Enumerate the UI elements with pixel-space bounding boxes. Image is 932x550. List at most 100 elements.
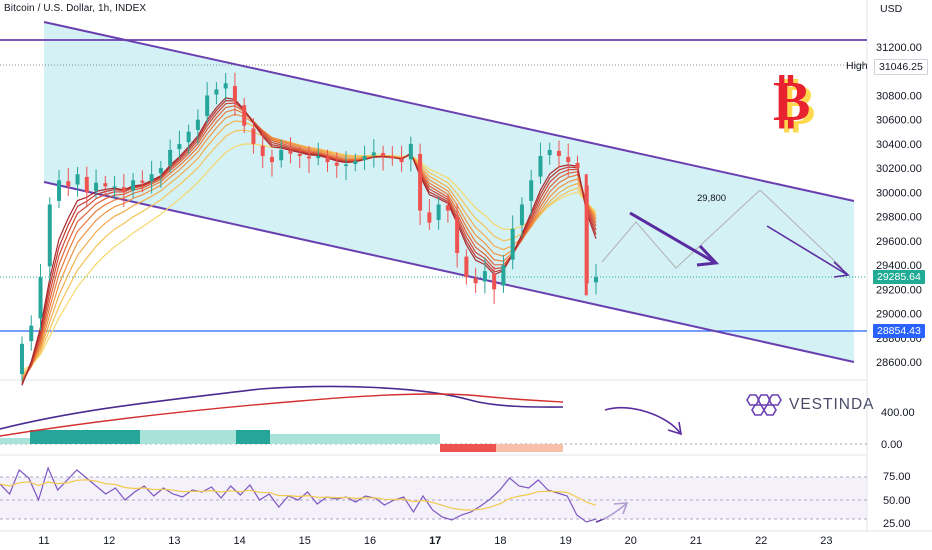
time-tick-label: 13 <box>168 535 180 547</box>
time-tick-label: 11 <box>38 535 49 547</box>
time-tick-label: 15 <box>299 535 311 547</box>
currency-label: USD <box>880 3 903 15</box>
candle-body <box>381 152 386 157</box>
candle-body <box>464 256 469 278</box>
candle-body <box>529 180 534 201</box>
candle-body <box>575 163 580 169</box>
time-tick-label: 14 <box>233 535 245 547</box>
indicator-axis: 400.00 0.00 <box>881 407 915 451</box>
time-tick-label: 17 <box>429 535 441 547</box>
svg-text:₿: ₿ <box>778 73 815 138</box>
candle-body <box>260 145 265 157</box>
candle-body-drop <box>584 174 588 296</box>
candle-body <box>492 273 497 290</box>
candle-body <box>158 168 163 174</box>
candle-body <box>473 278 478 284</box>
candle-body <box>121 187 126 193</box>
price-tick-label: 29000.00 <box>876 309 922 321</box>
candle-body <box>131 180 136 191</box>
high-price-tag: 31046.25 <box>874 59 928 75</box>
arrow-down-1 <box>629 211 720 267</box>
candle-body <box>334 162 339 166</box>
candle-body <box>232 86 237 102</box>
price-tick-label: 31200.00 <box>876 42 922 54</box>
indicator-tick-label: 0.00 <box>881 439 902 451</box>
candle-body <box>103 183 108 187</box>
current-price-tag: 29285.64 <box>873 270 925 284</box>
candle-body <box>418 153 423 211</box>
rsi-line <box>0 466 597 523</box>
price-tick-label: 29800.00 <box>876 212 922 224</box>
macd-histogram-bar <box>496 444 563 452</box>
price-tick-label: 29400.00 <box>876 260 922 272</box>
candle-body <box>510 228 515 260</box>
candle-body <box>84 176 89 193</box>
bitcoin-logo-icon: ₿ ₿ <box>773 69 815 138</box>
macd-histogram-bar <box>140 430 236 444</box>
projection-path <box>601 189 843 269</box>
candle-body <box>47 204 52 267</box>
vestinda-label: VESTINDA <box>789 396 875 413</box>
rsi-axis: 75.00 50.00 25.00 <box>883 471 911 530</box>
time-tick-label: 16 <box>364 535 376 547</box>
arrow-down-2 <box>766 225 850 278</box>
candle-body <box>297 153 302 157</box>
macd-histogram-bar <box>270 434 440 444</box>
candle-body <box>38 277 43 319</box>
time-tick-label: 21 <box>690 535 702 547</box>
price-tick-label: 30200.00 <box>876 163 922 175</box>
candle-body <box>399 159 404 163</box>
candle-body <box>519 204 524 226</box>
candle-body <box>75 174 80 185</box>
candle-body <box>140 180 145 183</box>
candle-body <box>353 160 358 164</box>
channel-upper-line[interactable] <box>43 21 855 202</box>
candle-body <box>149 174 154 182</box>
rsi-ma-line <box>0 479 597 511</box>
candle-body <box>445 205 450 211</box>
svg-text:₿: ₿ <box>773 69 810 134</box>
arrow-macd <box>604 406 683 436</box>
candle-body <box>186 131 191 143</box>
macd-line <box>0 385 564 430</box>
macd-histogram-bar <box>0 438 30 444</box>
rsi-tick-label: 75.00 <box>883 471 911 483</box>
price-tick-label: 29600.00 <box>876 236 922 248</box>
candle-body <box>20 343 24 375</box>
candle-body <box>269 156 274 163</box>
macd-histogram-bar <box>236 430 270 444</box>
candle-body <box>177 143 182 150</box>
channel-lower-line[interactable] <box>43 181 855 363</box>
candle-body <box>538 156 543 177</box>
macd-histogram-bar <box>30 430 140 444</box>
time-axis[interactable]: 11 12 13 14 15 16 17 18 19 20 21 22 23 <box>38 535 832 547</box>
candle-body <box>195 119 200 130</box>
time-tick-label: 12 <box>103 535 115 547</box>
candle-body <box>66 181 71 187</box>
candle-body <box>94 182 99 191</box>
price-tick-label: 30000.00 <box>876 187 922 199</box>
candle-body <box>390 156 395 159</box>
support-price-tag: 28854.43 <box>873 324 925 338</box>
price-tick-label: 30600.00 <box>876 115 922 127</box>
time-tick-label: 22 <box>755 535 767 547</box>
candle-body <box>436 204 441 220</box>
candle-body <box>344 164 349 167</box>
candle-body <box>168 149 173 166</box>
candle-body <box>566 156 571 163</box>
time-tick-label: 19 <box>559 535 571 547</box>
candles <box>20 72 598 382</box>
price-tick-label: 30800.00 <box>876 90 922 102</box>
candle-body <box>325 156 330 163</box>
candle-body <box>242 105 247 126</box>
candle-body <box>362 156 367 161</box>
high-label: High <box>846 60 868 72</box>
time-tick-label: 23 <box>820 535 832 547</box>
candle-body <box>455 216 460 253</box>
macd-histogram-bar <box>440 444 496 452</box>
vestinda-logo-icon <box>746 394 782 416</box>
candle-body <box>112 186 117 188</box>
price-axis[interactable]: 31200.0031000.0030800.0030600.0030400.00… <box>876 42 922 369</box>
